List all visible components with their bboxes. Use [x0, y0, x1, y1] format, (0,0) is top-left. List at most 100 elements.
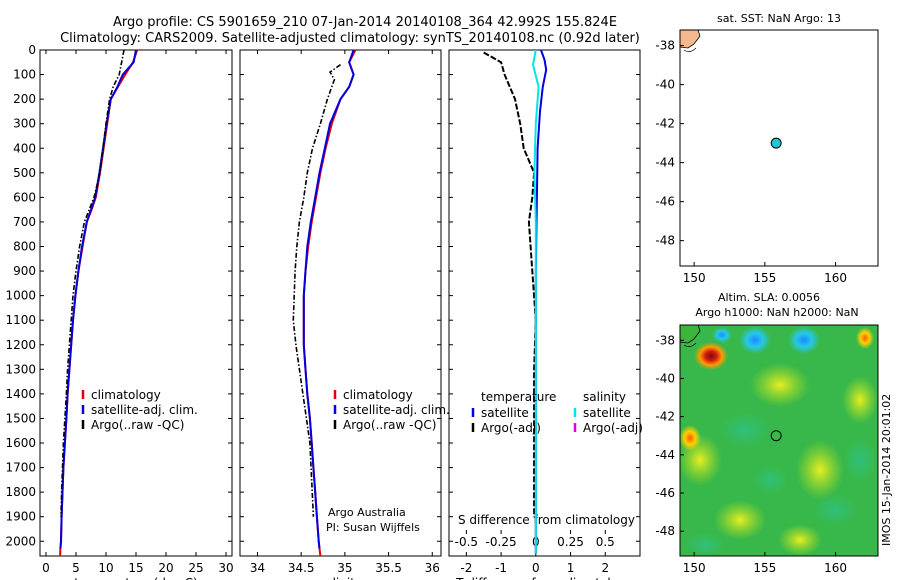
y-tick-label: 1300: [5, 362, 36, 376]
y-tick-label: -38: [655, 333, 675, 347]
argo-float-marker: [770, 430, 782, 442]
x-tick-label: 20: [158, 561, 173, 575]
legend-heading-salinity: salinity: [583, 390, 626, 404]
y-tick-label: 0: [28, 43, 36, 57]
credit-line-1: Argo Australia: [328, 506, 406, 519]
y-tick-label: -44: [655, 448, 675, 462]
sla-anomaly: [680, 425, 701, 451]
y-tick-label: 1100: [5, 313, 36, 327]
y-tick-label: -38: [655, 39, 675, 53]
x-tick-label: 30: [218, 561, 233, 575]
sla-anomaly: [739, 326, 771, 354]
salinity-panel: 34 34.5 35 35.5 36 salinity climatologysatelli…: [239, 49, 450, 580]
y-tick-label: 800: [13, 240, 36, 254]
x-axis-label: T difference from climatology: [455, 576, 633, 580]
y-tick-label: 200: [13, 92, 36, 106]
x-tick-label: -1: [495, 561, 507, 575]
y-tick-label: 1800: [5, 485, 36, 499]
y-tick-label: -46: [655, 486, 675, 500]
y-tick-label: -42: [655, 410, 675, 424]
x-tick-label: 150: [683, 561, 706, 575]
y-tick-label: 400: [13, 141, 36, 155]
x-tick-label: 35: [337, 561, 352, 575]
difference-panel: -2 -1 0 1 2-0.5 -0.25 0 0.25 0.5S difference fro…: [448, 49, 643, 580]
x2-tick-label: 0.5: [596, 535, 615, 549]
x-tick-label: 1: [567, 561, 575, 575]
x-tick-label: 25: [188, 561, 203, 575]
sla-field: [680, 325, 878, 556]
plot-frame: [239, 49, 442, 557]
x-tick-label: 15: [128, 561, 143, 575]
sla-anomaly: [856, 327, 874, 349]
sla-anomaly: [842, 376, 878, 424]
title-line-1: Argo profile: CS 5901659_210 07-Jan-2014…: [113, 15, 617, 30]
series-line-temperature-argo: [483, 51, 537, 517]
y-tick-label: -48: [655, 234, 675, 248]
x-tick-label: 160: [824, 561, 847, 575]
sla-anomaly: [796, 440, 844, 500]
sla-anomaly: [685, 533, 725, 556]
map-frame: [679, 324, 879, 557]
y-tick-label: -42: [655, 117, 675, 131]
x2-axis-label: S difference from climatology: [458, 513, 635, 527]
temperature-panel: 0100200300400500600700800900100011001200…: [5, 43, 233, 580]
side-label: IMOS 15-Jan-2014 20:01:02: [880, 394, 893, 546]
y-tick-label: 600: [13, 190, 36, 204]
x-axis-label: temperature (deg C): [74, 576, 197, 580]
series-line-temperature-satellite: [534, 49, 548, 554]
x-tick-label: 10: [98, 561, 113, 575]
y-tick-label: -44: [655, 156, 675, 170]
coastline: [683, 47, 697, 52]
y-tick-label: 1000: [5, 289, 36, 303]
x-axis-label: salinity: [319, 576, 362, 580]
y-tick-label: 1200: [5, 338, 36, 352]
x-tick-label: 34.5: [288, 561, 315, 575]
x-tick-label: 34: [250, 561, 265, 575]
y-tick-label: -46: [655, 195, 675, 209]
x2-tick-label: 0.25: [557, 535, 584, 549]
legend-label: climatology: [343, 388, 413, 402]
legend-heading-temperature: temperature: [481, 390, 556, 404]
series-line-satellite: [302, 49, 355, 549]
title-line-2: Climatology: CARS2009. Satellite-adjuste…: [60, 31, 640, 46]
y-tick-label: 700: [13, 215, 36, 229]
x-tick-label: 2: [601, 561, 609, 575]
series-line-salinity-satellite: [531, 49, 540, 554]
argo-float-marker: [770, 137, 782, 149]
legend-label: climatology: [91, 388, 161, 402]
y-tick-label: 300: [13, 117, 36, 131]
y-tick-label: 1400: [5, 387, 36, 401]
legend-label: satellite-adj. clim.: [91, 403, 198, 417]
sla-map-panel: -38 -40 -42 -44 -46 -48 150 155 160 Altim. SLA: 0…: [655, 291, 879, 575]
sla-anomaly: [750, 363, 810, 407]
legend-label: Argo(-adj): [583, 421, 643, 435]
map-frame: [679, 29, 879, 267]
sla-anomaly: [712, 327, 732, 343]
y-tick-label: -48: [655, 524, 675, 538]
x-tick-label: 5: [72, 561, 80, 575]
x-tick-label: 36: [425, 561, 440, 575]
x-tick-label: 160: [824, 271, 847, 285]
credit-line-2: PI: Susan Wijffels: [326, 521, 420, 534]
x2-tick-label: -0.5: [455, 535, 478, 549]
sla-anomaly: [844, 438, 876, 482]
sla-anomaly: [778, 524, 822, 556]
legend-label: satellite: [481, 406, 529, 420]
plot-frame: [39, 49, 233, 557]
series-line-satellite: [59, 49, 137, 549]
sst-map-panel: -38 -40 -42 -44 -46 -48 150 155 160 sat. SST: NaN…: [655, 12, 879, 285]
y-tick-label: 1900: [5, 510, 36, 524]
series-line-argo: [60, 49, 125, 517]
plot-frame: [448, 49, 641, 557]
sla-anomaly: [694, 342, 728, 370]
y-tick-label: 1700: [5, 461, 36, 475]
legend-label: satellite-adj. clim.: [343, 403, 450, 417]
x-tick-label: 150: [683, 271, 706, 285]
x-tick-label: 35.5: [375, 561, 402, 575]
sla-anomaly: [788, 326, 820, 354]
x-tick-label: 0: [532, 561, 540, 575]
y-tick-label: -40: [655, 78, 675, 92]
y-tick-label: -40: [655, 371, 675, 385]
x2-tick-label: -0.25: [486, 535, 517, 549]
